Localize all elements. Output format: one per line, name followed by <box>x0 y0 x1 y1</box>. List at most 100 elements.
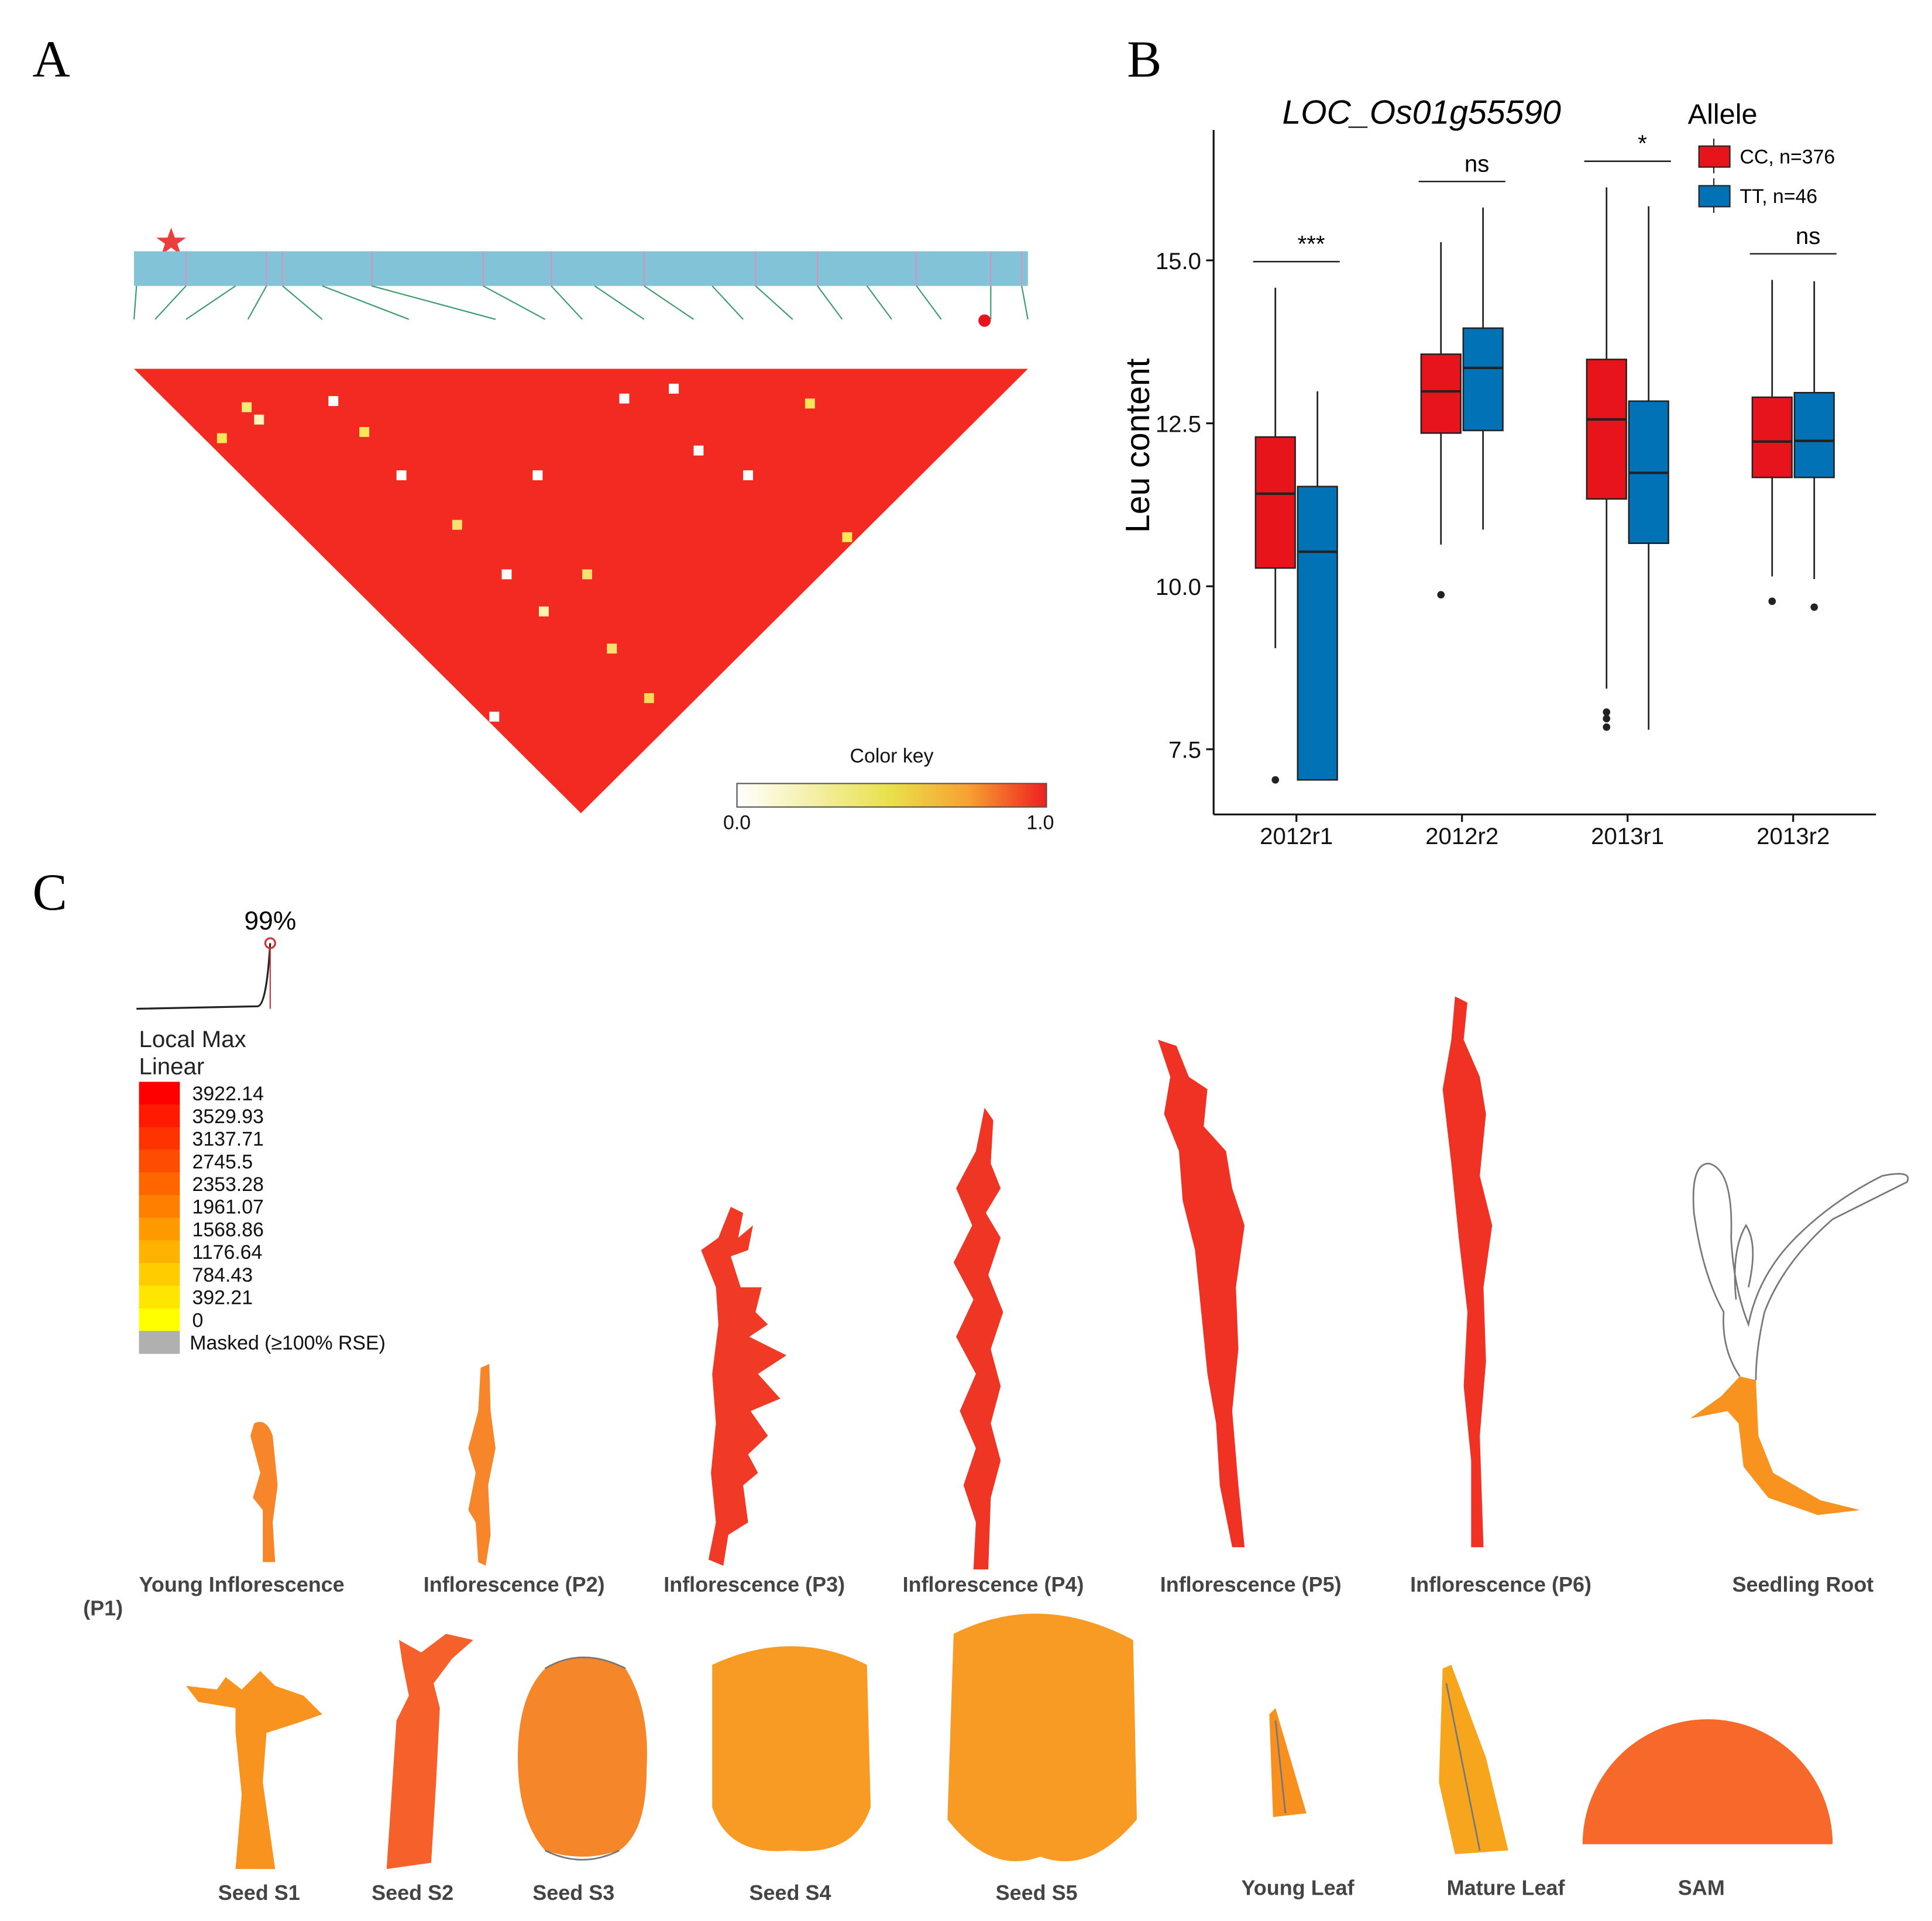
legend-swatch <box>139 1331 180 1354</box>
y-tick-label: 15.0 <box>1156 248 1201 274</box>
tissue-label: Inflorescence (P3) <box>664 1572 845 1596</box>
legend-swatch <box>1698 145 1731 168</box>
tissue <box>1439 1664 1508 1854</box>
legend-swatch <box>139 1149 180 1173</box>
legend-swatch <box>139 1285 180 1309</box>
snp-links <box>133 285 1029 320</box>
x-tick-label: 2012r1 <box>1260 823 1333 849</box>
outlier <box>1603 723 1611 731</box>
tissue-labels: Young Inflorescence (P1) Inflorescence (P2… <box>83 1572 1873 1905</box>
percentile: 99% <box>244 907 296 935</box>
legend-label: 1961.07 <box>192 1196 264 1218</box>
y-tick-label: 12.5 <box>1156 411 1201 437</box>
box <box>1793 392 1835 478</box>
box <box>1254 436 1296 569</box>
outlier <box>1603 708 1611 716</box>
legend-title: Allele <box>1688 99 1758 130</box>
outlier <box>1603 715 1611 722</box>
legend-label: 784.43 <box>192 1264 253 1286</box>
tissue <box>1157 1039 1245 1547</box>
tissue-label: Inflorescence (P6) <box>1410 1572 1591 1596</box>
legend-swatch <box>139 1194 180 1218</box>
percentile-marker <box>264 937 276 949</box>
legend-label: 2353.28 <box>192 1173 264 1196</box>
color-key-min: 0.0 <box>723 812 751 834</box>
outlier <box>1810 603 1818 611</box>
y-axis-label: Leu content <box>1119 358 1157 533</box>
outlier <box>1437 591 1445 599</box>
significance-label: *** <box>1298 230 1325 257</box>
tissue <box>1442 996 1493 1547</box>
x-tick-label: 2013r2 <box>1756 823 1830 849</box>
box <box>1586 359 1627 500</box>
ld-cells <box>216 383 852 722</box>
box <box>1420 353 1462 434</box>
y-tick-label: 10.0 <box>1156 574 1201 600</box>
legend-swatch <box>139 1172 180 1196</box>
legend-swatch <box>139 1127 180 1150</box>
snp-ticks <box>185 251 1023 286</box>
tissue <box>1269 1708 1307 1817</box>
tissue-label: Seed S3 <box>532 1881 614 1905</box>
tissue-label: Seed S1 <box>218 1881 300 1905</box>
tissue <box>185 1671 322 1870</box>
tissue-label: Seed S5 <box>996 1881 1078 1905</box>
legend-label: TT, n=46 <box>1740 185 1817 208</box>
tissue-label: Seedling Root <box>1732 1572 1874 1596</box>
legend-swatch <box>139 1240 180 1264</box>
tissue-label: (P1) <box>83 1596 123 1620</box>
marker-dot <box>978 314 991 327</box>
legend-label: CC, n=376 <box>1740 146 1835 168</box>
tissue <box>1582 1719 1833 1844</box>
panel-label: C <box>33 864 67 921</box>
outlier <box>1271 776 1280 784</box>
star <box>156 228 186 255</box>
legend-swatch <box>139 1104 180 1128</box>
tissue-label: Inflorescence (P5) <box>1160 1572 1342 1596</box>
x-tick-label: 2013r1 <box>1591 823 1664 849</box>
ld-heatmap <box>134 369 1028 814</box>
tissue <box>386 1634 473 1870</box>
tissue-label: Inflorescence (P4) <box>903 1572 1084 1596</box>
significance-label: ns <box>1465 150 1489 177</box>
scale-title: Local Max <box>139 1026 246 1052</box>
tissue-label: Mature Leaf <box>1447 1876 1566 1900</box>
legend-label: 392.21 <box>192 1287 253 1309</box>
tissue <box>250 1421 278 1562</box>
x-tick-label: 2012r2 <box>1425 823 1498 849</box>
tissue-outlines <box>544 1162 1909 1861</box>
tissues <box>185 996 1860 1870</box>
tissue <box>712 1646 871 1851</box>
legend-label: 3137.71 <box>192 1128 264 1151</box>
tissue <box>947 1613 1137 1861</box>
legend-label: 3922.14 <box>192 1083 264 1105</box>
tissue <box>701 1207 787 1566</box>
tissue-label: Seed S4 <box>750 1881 831 1905</box>
tissue <box>1690 1376 1860 1515</box>
tissue <box>468 1364 496 1566</box>
significance-label: ns <box>1796 223 1820 249</box>
snp-bar <box>134 251 1028 286</box>
color-key-max: 1.0 <box>1026 812 1054 834</box>
tissue-label: SAM <box>1678 1876 1725 1900</box>
panel-label: B <box>1127 31 1161 88</box>
tissue-label: Young Leaf <box>1241 1876 1355 1900</box>
box <box>1297 486 1338 781</box>
legend-label: Masked (≥100% RSE) <box>190 1332 386 1354</box>
distribution-curve <box>136 943 271 1010</box>
chart-title: LOC_Os01g55590 <box>1282 94 1561 132</box>
outlier <box>1768 597 1776 605</box>
legend-label: 0 <box>192 1309 204 1331</box>
legend-label: 2745.5 <box>192 1151 253 1173</box>
efp-panel: 99% Local Max Linear 3922.143529.933137.… <box>83 907 1909 1905</box>
box <box>1462 327 1504 432</box>
legend-swatch <box>139 1308 180 1331</box>
box <box>1751 396 1793 478</box>
legend-label: 1176.64 <box>192 1241 263 1264</box>
tissue <box>953 1107 1003 1570</box>
legend-swatch <box>1698 185 1731 208</box>
legend-swatch <box>139 1217 180 1241</box>
tissue-label: Seed S2 <box>372 1881 453 1905</box>
legend-swatch <box>139 1263 180 1286</box>
